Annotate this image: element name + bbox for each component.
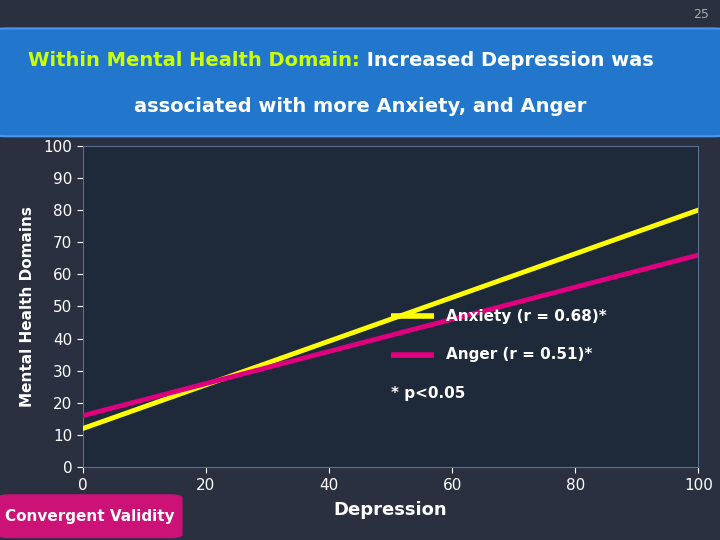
Text: Within Mental Health Domain:: Within Mental Health Domain: [28,51,360,70]
Text: * p<0.05: * p<0.05 [391,386,465,401]
Text: Increased Depression was: Increased Depression was [360,51,654,70]
Y-axis label: Mental Health Domains: Mental Health Domains [20,206,35,407]
Text: 25: 25 [693,8,709,22]
Text: Convergent Validity: Convergent Validity [5,509,175,524]
Text: Anger (r = 0.51)*: Anger (r = 0.51)* [446,347,593,362]
FancyBboxPatch shape [0,29,720,136]
Text: Anxiety (r = 0.68)*: Anxiety (r = 0.68)* [446,308,607,323]
FancyBboxPatch shape [0,495,182,537]
X-axis label: Depression: Depression [334,501,447,519]
Text: associated with more Anxiety, and Anger: associated with more Anxiety, and Anger [134,97,586,116]
